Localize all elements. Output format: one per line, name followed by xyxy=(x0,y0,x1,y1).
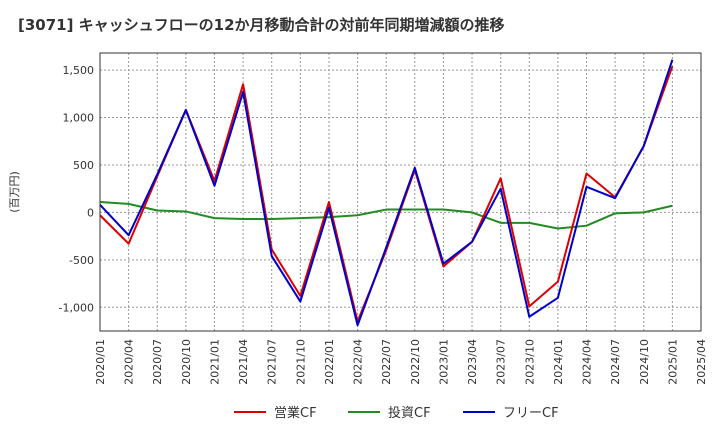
x-tick-label: 2024/07 xyxy=(609,339,622,385)
legend-label: フリーCF xyxy=(503,406,559,421)
x-tick-label: 2024/01 xyxy=(552,339,565,385)
legend-label: 営業CF xyxy=(274,405,317,421)
y-tick-label: 1,000 xyxy=(63,112,95,125)
x-tick-label: 2023/04 xyxy=(466,339,479,385)
legend-label: 投資CF xyxy=(388,405,431,421)
x-tick-label: 2020/04 xyxy=(123,339,136,385)
x-tick-label: 2023/10 xyxy=(523,339,536,385)
y-axis: 1,500 1,000 500 0 -500 -1,000 xyxy=(59,64,94,314)
grid-lines xyxy=(99,53,702,331)
plot-frame xyxy=(99,52,702,332)
series-line-3 xyxy=(99,59,674,327)
x-tick-label: 2022/10 xyxy=(409,339,422,385)
x-tick-label: 2024/10 xyxy=(638,339,651,385)
x-axis: 2020/01 2020/04 2020/07 2020/10 2021/01 2021/… xyxy=(94,339,708,385)
x-tick-label: 2020/01 xyxy=(94,339,107,385)
chart-title: [3071] キャッシュフローの12か月移動合計の対前年同期増減額の推移 xyxy=(18,16,505,34)
x-tick-label: 2021/07 xyxy=(266,339,279,385)
x-tick-label: 2021/04 xyxy=(237,339,250,385)
x-tick-label: 2022/07 xyxy=(380,339,393,385)
x-tick-label: 2025/04 xyxy=(695,339,708,385)
y-tick-label: 0 xyxy=(87,206,94,219)
legend: 営業CF 投資CF フリーCF xyxy=(234,405,559,421)
x-tick-label: 2021/10 xyxy=(294,339,307,385)
y-axis-label: (百万円) xyxy=(8,171,21,213)
y-tick-label: 1,500 xyxy=(63,64,95,77)
x-tick-label: 2025/01 xyxy=(666,339,679,385)
x-tick-label: 2021/01 xyxy=(208,339,221,385)
x-tick-label: 2022/01 xyxy=(323,339,336,385)
x-tick-label: 2024/04 xyxy=(581,339,594,385)
x-tick-label: 2020/10 xyxy=(180,339,193,385)
y-tick-label: -500 xyxy=(69,254,94,267)
x-tick-label: 2020/07 xyxy=(151,339,164,385)
y-tick-label: 500 xyxy=(73,159,94,172)
y-tick-label: -1,000 xyxy=(59,301,94,314)
x-tick-label: 2022/04 xyxy=(352,339,365,385)
x-tick-label: 2023/01 xyxy=(437,339,450,385)
x-tick-label: 2023/07 xyxy=(495,339,508,385)
series-lines xyxy=(99,59,674,327)
